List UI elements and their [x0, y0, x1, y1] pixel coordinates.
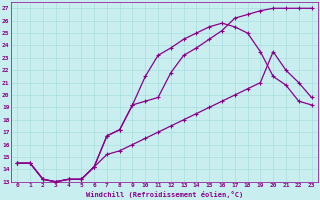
X-axis label: Windchill (Refroidissement éolien,°C): Windchill (Refroidissement éolien,°C) — [86, 191, 243, 198]
